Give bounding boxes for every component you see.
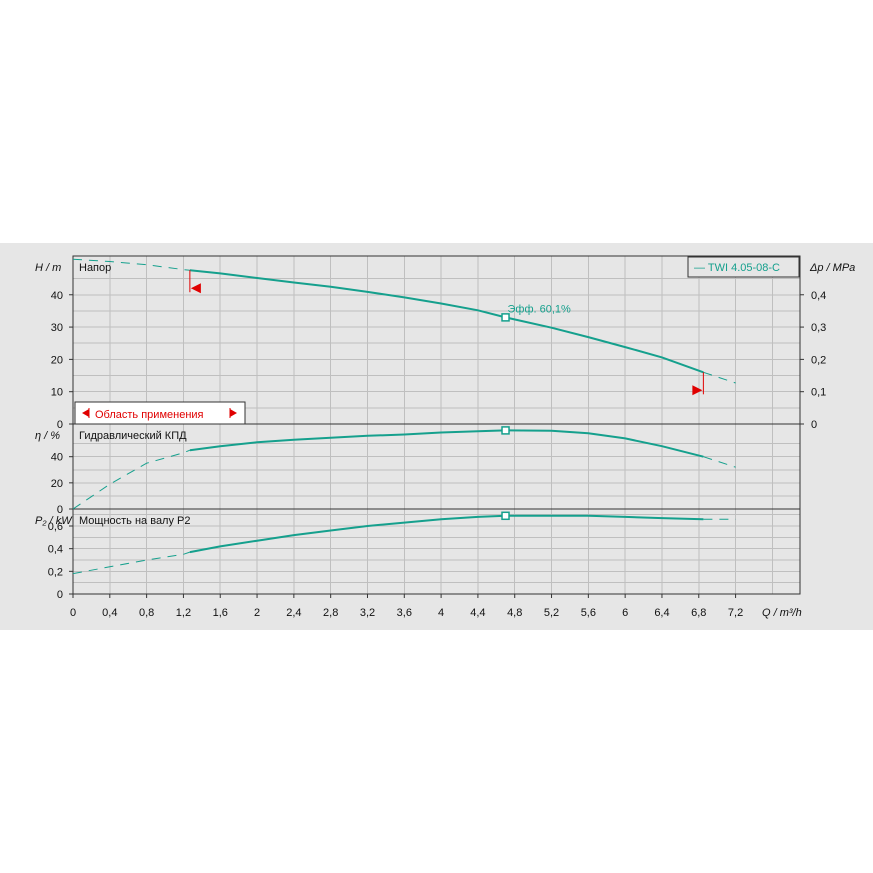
efficiency-duty-point-marker: [501, 426, 510, 435]
x-tick-label: 1,2: [176, 607, 191, 619]
head-y-tick-label: 30: [51, 322, 63, 334]
x-tick-label: 5,2: [544, 607, 559, 619]
head-duty-point-marker: [501, 313, 510, 322]
head-panel-title: Напор: [79, 262, 111, 274]
efficiency-y-axis-label: η / %: [35, 430, 60, 442]
operating-range-left-arrow: [82, 409, 89, 417]
efficiency-y-tick-label: 20: [51, 478, 63, 490]
x-tick-label: 7,2: [728, 607, 743, 619]
x-tick-label: 6,8: [691, 607, 706, 619]
power-panel-title: Мощность на валу P2: [79, 515, 191, 527]
power-y-tick-label: 0,6: [48, 521, 63, 533]
efficiency-curve: [189, 429, 704, 458]
power-y-tick-label: 0,4: [48, 544, 63, 556]
mpa-tick-label: 0,4: [811, 290, 826, 302]
x-tick-label: 4,4: [470, 607, 485, 619]
mpa-tick-label: 0: [811, 419, 817, 431]
power-y-tick-label: 0: [57, 589, 63, 601]
duty-point-label: Эфф. 60,1%: [508, 303, 572, 315]
range-max-arrow: [692, 385, 703, 396]
mpa-tick-label: 0,2: [811, 354, 826, 366]
x-tick-label: 4: [438, 607, 444, 619]
plot-area: [73, 256, 800, 594]
x-tick-label: 6: [622, 607, 628, 619]
x-tick-label: 3,2: [360, 607, 375, 619]
power-curve: [189, 514, 704, 554]
x-tick-label: 2: [254, 607, 260, 619]
operating-range-right-arrow: [230, 409, 237, 417]
plot-frame: [72, 255, 801, 595]
legend-label: — TWI 4.05-08-C: [694, 262, 780, 274]
x-axis-label: Q / m³/h: [762, 607, 802, 619]
mpa-axis-label: Δp / MPa: [809, 262, 855, 274]
head-y-axis-label: H / m: [35, 262, 61, 274]
x-tick-label: 4,8: [507, 607, 522, 619]
efficiency-panel-title: Гидравлический КПД: [79, 430, 187, 442]
efficiency-y-tick-label: 40: [51, 452, 63, 464]
x-tick-label: 2,4: [286, 607, 301, 619]
power-y-tick-label: 0,2: [48, 566, 63, 578]
range-min-arrow: [190, 283, 201, 294]
power-y-axis-label: P₂ / kW: [35, 515, 73, 527]
power-curve-outside-range: [72, 551, 191, 575]
efficiency-y-tick-label: 0: [57, 504, 63, 516]
head-curve-outside-range: [72, 258, 190, 271]
legend-box: [687, 256, 800, 278]
operating-range-box: [74, 401, 246, 425]
mpa-tick-label: 0,1: [811, 387, 826, 399]
x-tick-label: 0: [70, 607, 76, 619]
x-tick-label: 2,8: [323, 607, 338, 619]
pump-curve-panel: 0 10 20 30 40 Напор H / m 0 20 40 Гидравлический К…: [0, 243, 873, 630]
mpa-tick-label: 0,3: [811, 322, 826, 334]
x-tick-label: 6,4: [654, 607, 669, 619]
head-y-tick-label: 10: [51, 387, 63, 399]
x-tick-label: 3,6: [397, 607, 412, 619]
head-y-tick-label: 0: [57, 419, 63, 431]
power-duty-point-marker: [501, 511, 510, 521]
x-tick-label: 0,8: [139, 607, 154, 619]
x-tick-label: 5,6: [581, 607, 596, 619]
x-tick-label: 0,4: [102, 607, 117, 619]
efficiency-curve-outside-range: [72, 449, 191, 510]
head-y-tick-label: 40: [51, 290, 63, 302]
head-curve: [189, 269, 704, 374]
efficiency-curve-outside-range: [703, 456, 736, 468]
head-curve-outside-range: [703, 371, 736, 384]
x-tick-label: 1,6: [213, 607, 228, 619]
operating-range-label: Область применения: [95, 409, 204, 421]
head-y-tick-label: 20: [51, 354, 63, 366]
